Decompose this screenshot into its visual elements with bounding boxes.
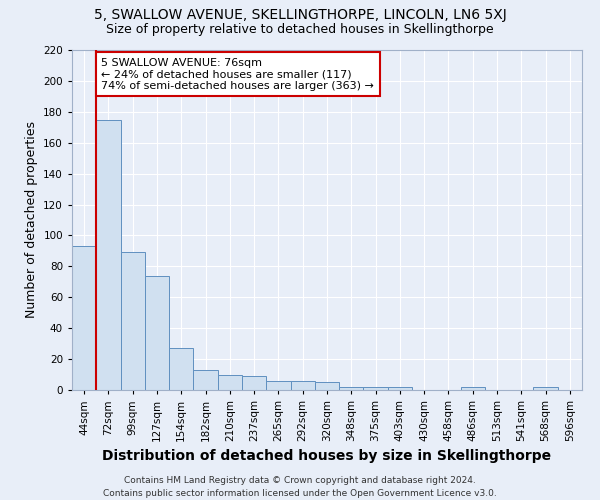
Bar bbox=[193, 370, 218, 390]
Bar bbox=[96, 120, 121, 390]
Bar bbox=[290, 380, 315, 390]
Bar bbox=[315, 382, 339, 390]
Text: 5, SWALLOW AVENUE, SKELLINGTHORPE, LINCOLN, LN6 5XJ: 5, SWALLOW AVENUE, SKELLINGTHORPE, LINCO… bbox=[94, 8, 506, 22]
Text: Size of property relative to detached houses in Skellingthorpe: Size of property relative to detached ho… bbox=[106, 22, 494, 36]
Bar bbox=[339, 387, 364, 390]
Bar bbox=[461, 387, 485, 390]
Text: 5 SWALLOW AVENUE: 76sqm
← 24% of detached houses are smaller (117)
74% of semi-d: 5 SWALLOW AVENUE: 76sqm ← 24% of detache… bbox=[101, 58, 374, 91]
Bar bbox=[364, 387, 388, 390]
Bar bbox=[121, 252, 145, 390]
Bar bbox=[388, 387, 412, 390]
Bar bbox=[169, 348, 193, 390]
Bar bbox=[145, 276, 169, 390]
Text: Contains HM Land Registry data © Crown copyright and database right 2024.
Contai: Contains HM Land Registry data © Crown c… bbox=[103, 476, 497, 498]
Bar bbox=[72, 246, 96, 390]
Bar bbox=[218, 374, 242, 390]
Bar bbox=[242, 376, 266, 390]
X-axis label: Distribution of detached houses by size in Skellingthorpe: Distribution of detached houses by size … bbox=[103, 450, 551, 464]
Bar bbox=[266, 380, 290, 390]
Bar bbox=[533, 387, 558, 390]
Y-axis label: Number of detached properties: Number of detached properties bbox=[25, 122, 38, 318]
